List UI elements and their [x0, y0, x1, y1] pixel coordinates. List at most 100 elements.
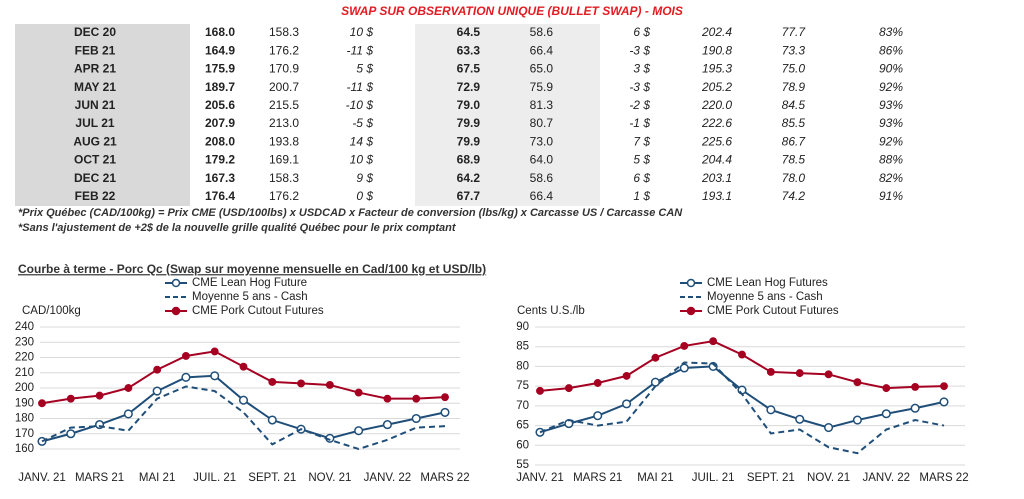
cell: 68.9: [457, 153, 481, 167]
cell: 82%: [879, 171, 903, 185]
cell: 6 $: [633, 25, 650, 39]
data-point: [325, 381, 334, 389]
y-tick-label: 80: [516, 360, 529, 372]
cell: 79.9: [457, 116, 481, 130]
cell: 93%: [879, 98, 903, 112]
cell: 92%: [879, 80, 903, 94]
series-line: [41, 374, 446, 443]
x-tick-label: JANV. 21: [18, 472, 66, 484]
data-point: [123, 409, 133, 419]
cell: 81.3: [530, 98, 554, 112]
cell: 75.9: [530, 80, 554, 94]
cell: 10 $: [350, 25, 374, 39]
data-point: [238, 395, 249, 405]
cell: 213.0: [269, 116, 299, 130]
data-point: [795, 369, 804, 378]
cell: 74.2: [782, 189, 806, 203]
series-line: [41, 385, 446, 451]
x-tick-label: MARS 22: [919, 472, 968, 484]
data-point: [939, 397, 949, 407]
cell: -10 $: [346, 98, 374, 112]
cell: 93%: [879, 116, 903, 130]
data-point: [651, 353, 660, 362]
y-tick-label: 200: [15, 382, 34, 394]
cell: -5 $: [352, 116, 373, 130]
cell: 83%: [879, 25, 903, 39]
data-point: [593, 411, 603, 421]
cell: 75.0: [782, 62, 806, 76]
cell: 58.6: [530, 171, 554, 185]
x-tick-label: JUIL. 21: [193, 472, 236, 484]
cell: -11 $: [347, 43, 374, 57]
x-tick-label: NOV. 21: [807, 472, 850, 484]
data-point: [824, 370, 833, 379]
cell: 86%: [879, 43, 903, 57]
cell: 208.0: [205, 134, 235, 148]
data-point: [210, 371, 220, 381]
x-tick-label: MAI 21: [139, 472, 175, 484]
x-tick-label: SEPT. 21: [248, 472, 296, 484]
data-point: [738, 350, 746, 359]
cell: 202.4: [701, 25, 732, 39]
data-point: [622, 399, 632, 409]
data-point: [382, 420, 392, 430]
y-tick-label: 230: [15, 336, 34, 348]
y-tick-label: 170: [15, 428, 34, 440]
cell: 176.2: [269, 189, 299, 203]
row-label: JUN 21: [75, 98, 116, 112]
data-point: [911, 382, 920, 391]
y-tick-label: 210: [15, 367, 34, 379]
cell: 65.0: [530, 62, 554, 76]
data-point: [795, 414, 805, 424]
x-tick-label: SEPT. 21: [747, 472, 795, 484]
cell: 204.4: [701, 153, 732, 167]
data-point: [153, 365, 162, 374]
data-point: [766, 367, 775, 376]
cell: 64.5: [457, 25, 481, 39]
legend-label: CME Lean Hog Futures: [707, 277, 828, 289]
legend-label: CME Lean Hog Future: [192, 277, 307, 289]
data-point: [881, 409, 891, 419]
data-point: [66, 394, 75, 403]
section-title: Courbe à terme - Porc Qc (Swap sur moyen…: [18, 262, 486, 276]
y-tick-label: 65: [516, 420, 529, 432]
data-point: [412, 394, 421, 403]
cell: 158.3: [269, 171, 299, 185]
cell: 5 $: [356, 62, 373, 76]
y-tick-label: 70: [516, 400, 529, 412]
data-point: [383, 394, 392, 403]
data-point: [593, 379, 602, 387]
data-point: [239, 362, 248, 371]
cell: 64.0: [530, 153, 554, 167]
cell: 78.9: [782, 80, 806, 94]
cell: -2 $: [629, 98, 650, 112]
legend-marker: [686, 278, 696, 288]
data-point: [411, 413, 421, 424]
cell: 164.9: [205, 43, 235, 57]
cell: 79.0: [457, 98, 481, 112]
data-point: [181, 372, 191, 382]
data-point: [622, 371, 631, 380]
y-tick-label: 60: [516, 439, 529, 451]
cell: 205.2: [701, 80, 732, 94]
data-point: [536, 386, 544, 395]
cell: 170.9: [269, 62, 299, 76]
x-tick-label: NOV. 21: [308, 472, 351, 484]
cell: -1 $: [629, 116, 650, 130]
cell: 215.5: [269, 98, 299, 112]
row-label: JUL 21: [75, 116, 114, 130]
x-tick-label: MAI 21: [637, 472, 673, 484]
cell: 64.2: [457, 171, 481, 185]
cell: 167.3: [205, 171, 235, 185]
data-point: [679, 363, 689, 373]
cell: 86.7: [782, 134, 807, 148]
cell: 91%: [879, 189, 903, 203]
data-point: [824, 422, 834, 433]
data-point: [66, 429, 76, 439]
y-tick-label: 190: [15, 397, 34, 409]
legend-marker: [686, 306, 696, 316]
data-point: [268, 377, 277, 386]
data-point: [152, 386, 162, 396]
y-tick-label: 75: [516, 380, 529, 392]
cell: 9 $: [356, 171, 373, 185]
